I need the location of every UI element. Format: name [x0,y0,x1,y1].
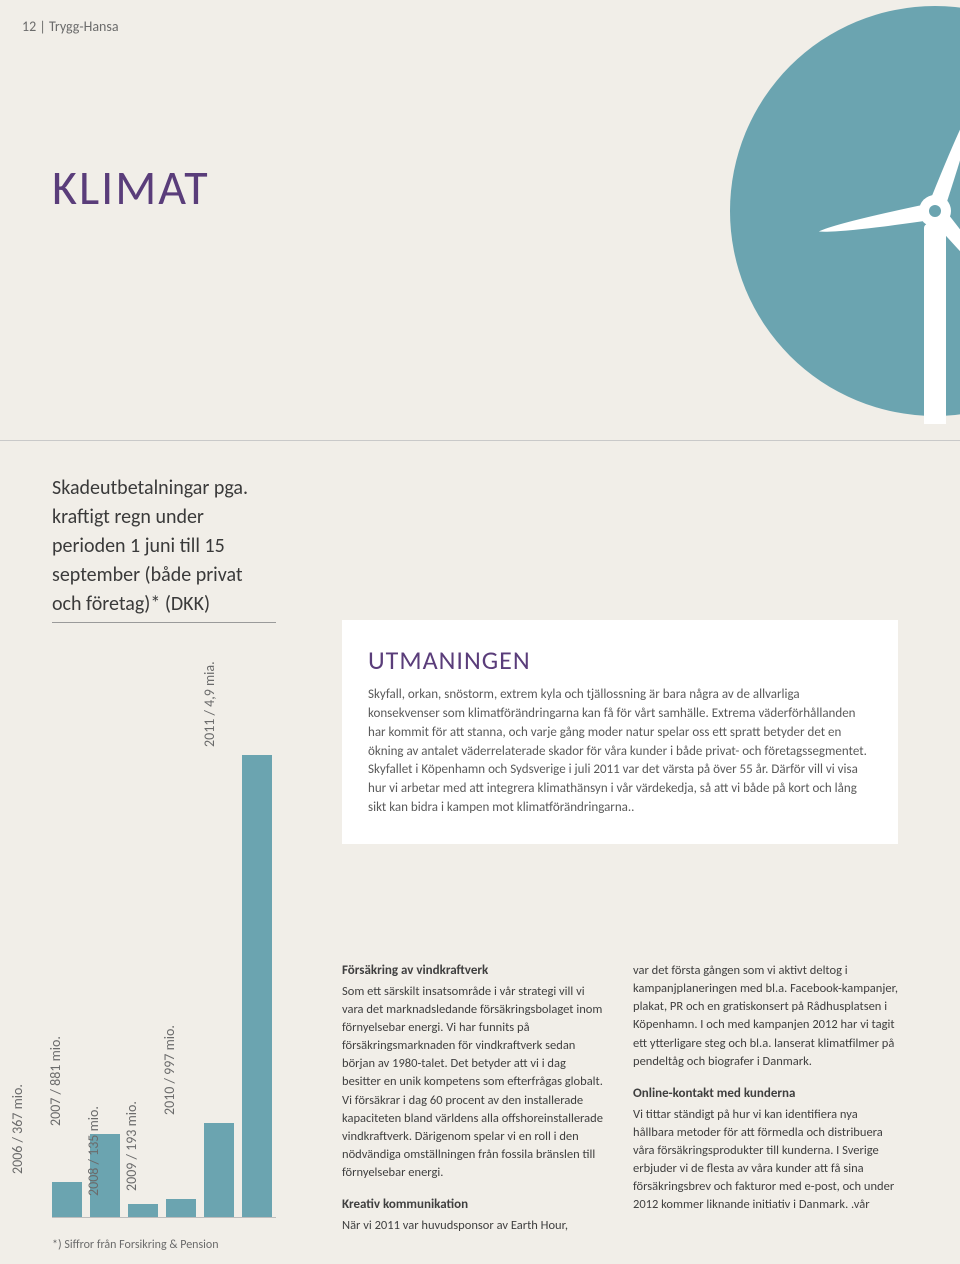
utmaningen-body: Skyfall, orkan, snöstorm, extrem kyla oc… [368,686,872,818]
utmaningen-title: UTMANINGEN [368,644,872,676]
bar-label: 2010 / 997 mio. [153,1025,170,1123]
column-right: var det första gången som vi aktivt delt… [633,962,898,1235]
bar-label: 2007 / 881 mio. [39,1036,56,1134]
column-left: Försäkring av vindkraftverk Som ett särs… [342,962,607,1235]
bar: 2008 / 135 mio. [128,1204,158,1217]
right-paragraph-1: var det första gången som vi aktivt delt… [633,962,898,1071]
chart-footnote: *) Siffror från Forsikring & Pension [52,1238,219,1252]
bar-label: 2011 / 4,9 mia. [193,661,210,755]
bar: 2009 / 193 mio. [166,1199,196,1217]
bar-label: 2008 / 135 mio. [77,1106,94,1204]
chart-title: Skadeutbetalningar pga. kraftigt regn un… [52,474,272,619]
bar: 2010 / 997 mio. [204,1123,234,1217]
bar-label: 2009 / 193 mio. [115,1101,132,1199]
bar-chart: 2006 / 367 mio.2007 / 881 mio.2008 / 135… [52,640,276,1218]
left-paragraph-2: När vi 2011 var huvudsponsor av Earth Ho… [342,1217,607,1235]
bar: 2011 / 4,9 mia. [242,755,272,1217]
left-heading-1: Försäkring av vindkraftverk [342,962,607,981]
right-heading-2: Online-kontakt med kunderna [633,1085,898,1104]
turbine-pole-icon [924,224,946,424]
section-divider [0,440,960,441]
left-heading-2: Kreativ kommunikation [342,1196,607,1215]
utmaningen-box: UTMANINGEN Skyfall, orkan, snöstorm, ext… [342,620,898,844]
bar-label: 2006 / 367 mio. [1,1084,18,1182]
chart-title-rule [52,622,276,623]
page-number-label: 12 | Trygg-Hansa [22,18,119,35]
body-columns: Försäkring av vindkraftverk Som ett särs… [342,962,898,1235]
left-paragraph-1: Som ett särskilt insatsområde i vår stra… [342,983,607,1182]
right-paragraph-2: Vi tittar ständigt på hur vi kan identif… [633,1106,898,1215]
